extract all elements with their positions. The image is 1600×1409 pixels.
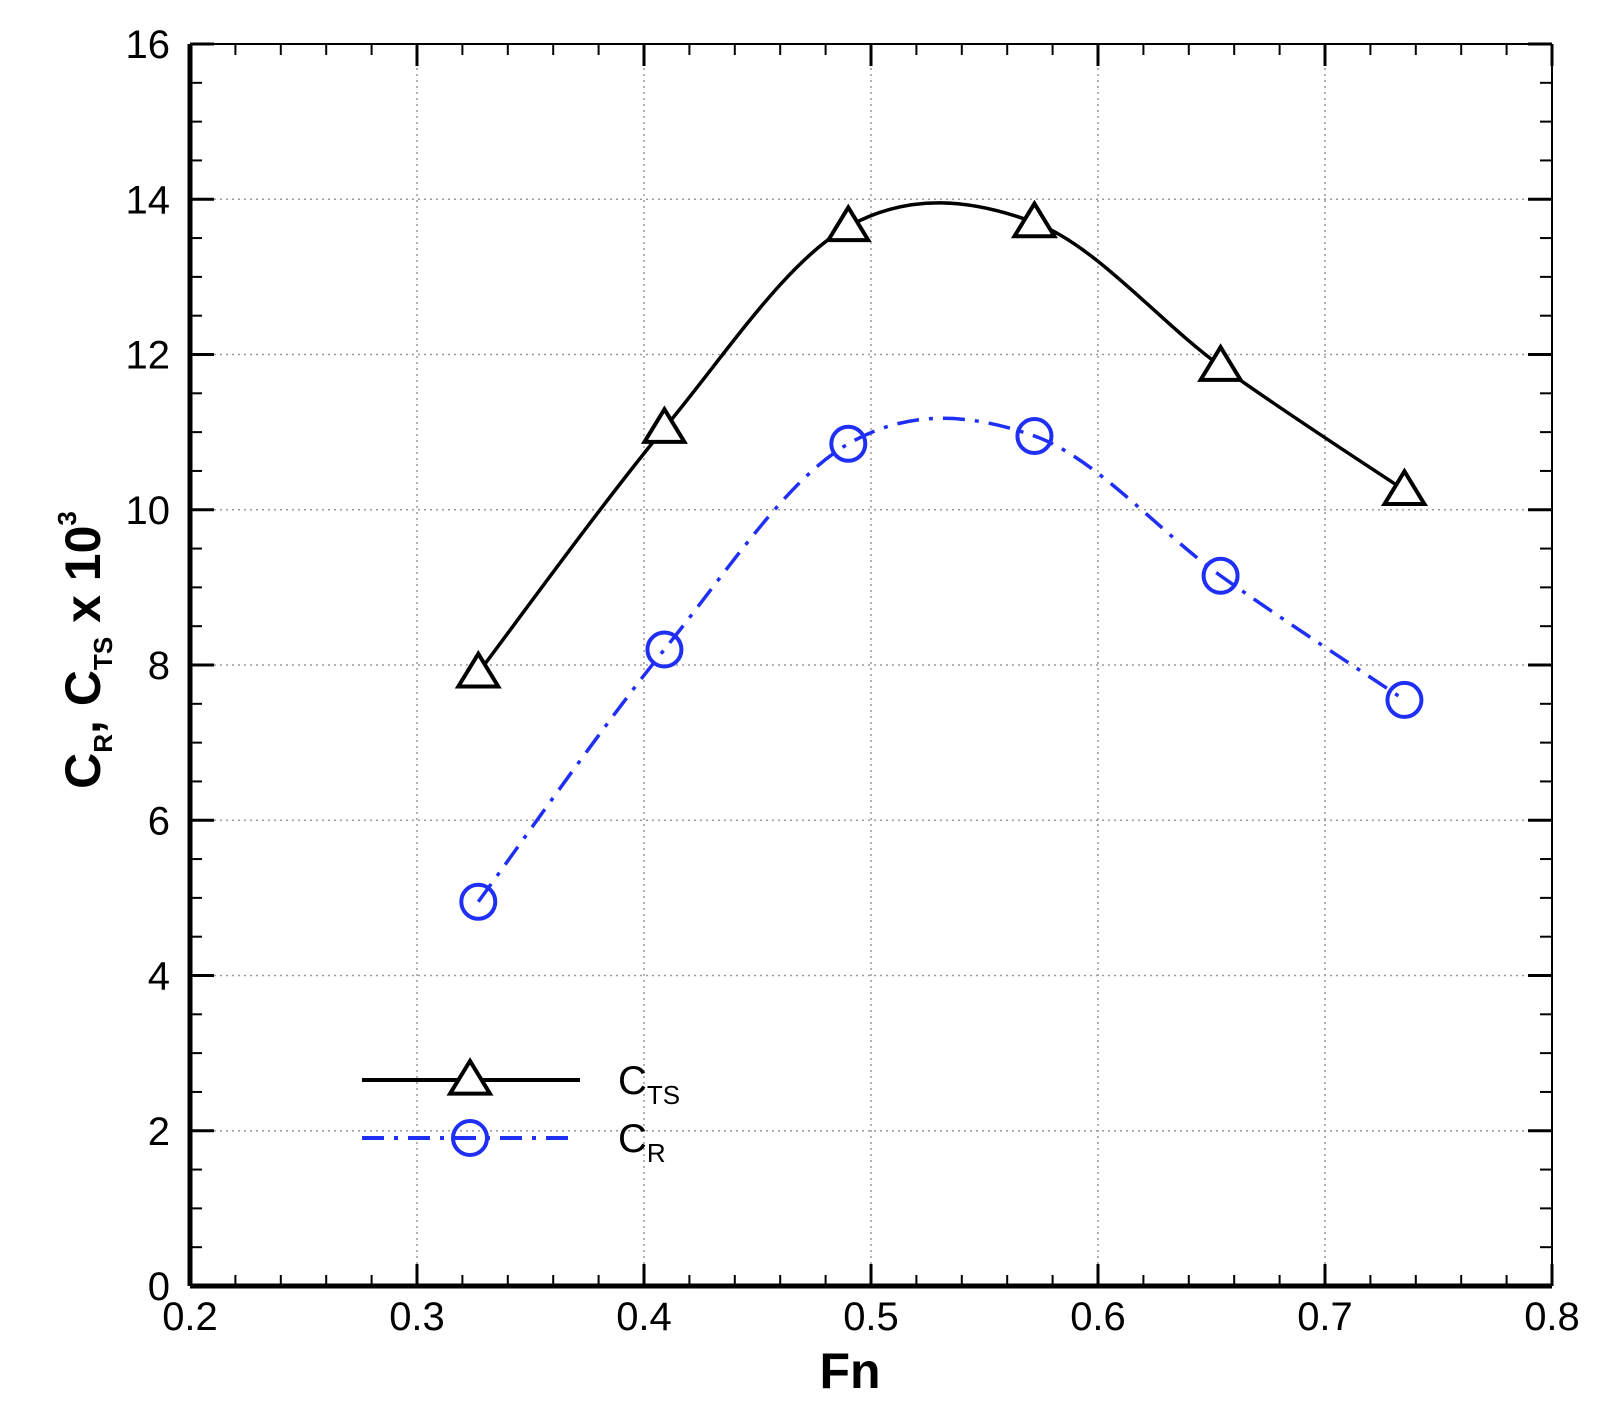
series-line-1 [476,416,1406,903]
series-1-point-0 [459,882,498,921]
legend-marker-1 [451,1119,489,1157]
series-layer [454,199,1428,921]
y-tick-label: 0 [148,1265,170,1309]
series-1-point-1 [645,630,684,669]
y-tick-label: 6 [148,799,170,843]
y-axis-title-sub2: TS [88,637,118,670]
x-tick-label: 0.8 [1524,1295,1580,1339]
series-0-point-5 [1380,467,1428,507]
series-line-0 [476,201,1406,674]
series-1-point-5 [1385,680,1424,719]
legend: CTS CR [362,1057,680,1168]
y-axis-title-sup: 3 [52,511,82,525]
x-tick-label: 0.4 [616,1295,672,1339]
series-1-point-3 [1015,417,1054,456]
x-tick-label: 0.5 [843,1295,899,1339]
y-axis-title-suffix: x 10 [55,526,111,637]
axes [187,42,1554,1289]
series-0 [454,199,1428,689]
legend-entry-1: CR [362,1117,666,1168]
legend-label-0: CTS [618,1059,680,1110]
series-1-point-4 [1201,556,1240,595]
series-0-point-1 [640,405,688,444]
series-1 [459,416,1424,921]
x-tick-label: 0.2 [162,1295,218,1339]
legend-marker-0 [446,1057,494,1096]
y-axis-title-sub1: R [88,734,118,753]
y-axis-title-sep: , [55,706,111,734]
y-axis-title-base2: C [55,670,111,706]
y-tick-label: 16 [126,23,171,67]
y-tick-labels: 0 2 4 6 8 10 12 14 16 [126,23,171,1309]
x-tick-label: 0.6 [1070,1295,1126,1339]
legend-entry-0: CTS [362,1057,680,1110]
y-axis-title-base: C [55,753,111,789]
x-tick-label: 0.7 [1297,1295,1353,1339]
y-tick-label: 14 [126,178,171,222]
x-tick-label: 0.3 [389,1295,445,1339]
x-axis-title: Fn [819,1343,880,1399]
grid [190,44,1552,1286]
series-1-point-2 [829,424,868,463]
y-tick-label: 2 [148,1110,170,1154]
y-tick-label: 12 [126,334,171,378]
series-0-point-3 [1010,199,1058,239]
legend-label-1: CR [618,1117,666,1168]
x-tick-labels: 0.2 0.3 0.4 0.5 0.6 0.7 0.8 [162,1295,1580,1339]
series-0-point-0 [454,649,502,689]
y-tick-label: 10 [126,489,171,533]
y-tick-label: 4 [148,955,170,999]
series-0-point-2 [824,203,872,243]
y-tick-label: 8 [148,644,170,688]
y-axis-title: CR, CTS x 103 [52,511,118,789]
series-0-point-4 [1197,343,1245,382]
